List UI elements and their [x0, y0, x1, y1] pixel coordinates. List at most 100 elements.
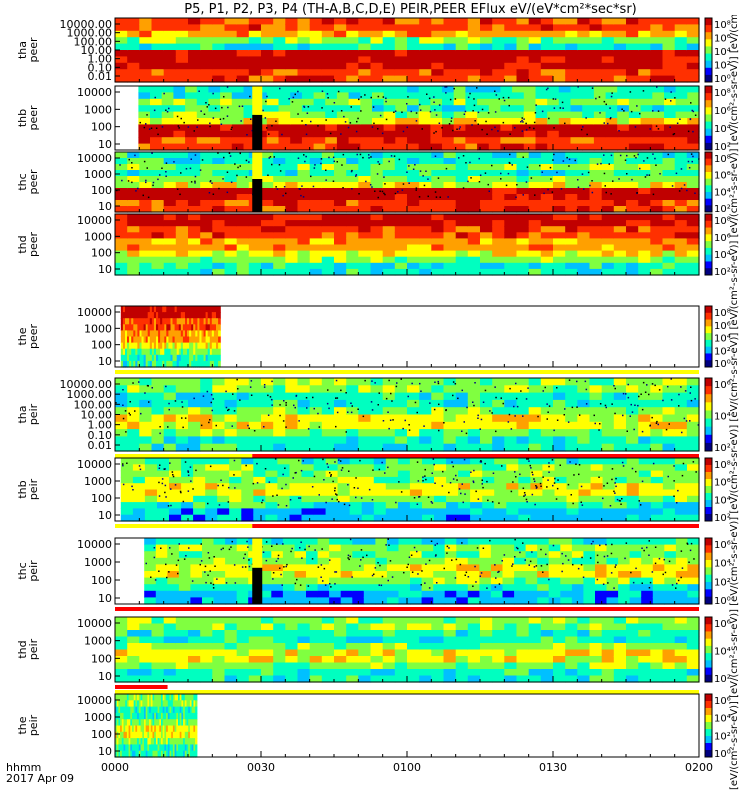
heatmap-cell	[370, 194, 384, 201]
heatmap-speckle	[491, 128, 493, 131]
heatmap-speckle	[312, 185, 315, 188]
heatmap-cell	[385, 476, 399, 484]
heatmap-speckle	[273, 156, 275, 158]
heatmap-cell	[161, 111, 174, 119]
heatmap-cell	[601, 232, 615, 239]
heatmap-cell	[139, 312, 143, 319]
heatmap-cell	[138, 111, 151, 119]
heatmap-cell	[540, 392, 554, 401]
heatmap-cell	[297, 443, 311, 452]
heatmap-cell	[674, 69, 688, 77]
heatmap-speckle	[152, 181, 155, 184]
heatmap-cell	[488, 105, 502, 113]
heatmap-speckle	[461, 389, 463, 392]
heatmap-cell	[346, 256, 359, 264]
heatmap-cell	[277, 502, 290, 509]
heatmap-cell	[419, 392, 432, 401]
heatmap-cell	[203, 342, 207, 350]
heatmap-speckle	[190, 480, 192, 482]
heatmap-cell	[139, 18, 153, 25]
heatmap-cell	[480, 429, 493, 437]
heatmap-cell	[443, 30, 457, 38]
heatmap-cell	[203, 318, 207, 325]
heatmap-speckle	[271, 404, 273, 406]
heatmap-cell	[553, 30, 566, 38]
heatmap-cell	[224, 24, 238, 32]
heatmap-cell	[382, 232, 396, 239]
heatmap-cell	[147, 360, 151, 368]
heatmap-speckle	[424, 468, 426, 471]
heatmap-cell	[182, 360, 186, 368]
heatmap-cell	[191, 354, 194, 362]
heatmap-cell	[144, 502, 158, 509]
heatmap-cell	[321, 443, 335, 452]
heatmap-cell	[516, 56, 530, 64]
heatmap-cell	[407, 69, 420, 77]
heatmap-speckle	[438, 104, 441, 106]
heatmap-speckle	[477, 417, 479, 419]
heatmap-cell	[686, 250, 700, 258]
heatmap-cell	[151, 324, 155, 331]
heatmap-cell	[163, 250, 177, 258]
heatmap-cell	[382, 75, 396, 83]
heatmap-cell	[127, 306, 130, 313]
heatmap-cell	[626, 18, 639, 25]
heatmap-cell	[434, 489, 447, 497]
heatmap-cell	[443, 421, 457, 430]
colorbar-segment	[705, 128, 712, 137]
heatmap-speckle	[295, 471, 297, 474]
heatmap-cell	[156, 312, 159, 319]
heatmap-cell	[164, 354, 167, 362]
heatmap-speckle	[658, 389, 661, 391]
heatmap-speckle	[159, 432, 161, 435]
heatmap-cell	[135, 348, 138, 356]
heatmap-cell	[200, 18, 213, 25]
heatmap-cell	[306, 564, 319, 572]
heatmap-cell	[162, 318, 165, 325]
heatmap-speckle	[318, 426, 321, 428]
heatmap-cell	[593, 92, 607, 100]
heatmap-cell	[492, 385, 505, 394]
heatmap-cell	[115, 50, 128, 57]
heatmap-cell	[271, 544, 284, 552]
colorbar-segment	[705, 220, 712, 229]
heatmap-cell	[217, 470, 230, 478]
heatmap-cell	[504, 392, 518, 401]
heatmap-speckle	[263, 386, 266, 388]
heatmap-cell	[687, 118, 700, 125]
heatmap-cell	[200, 429, 213, 437]
heatmap-cell	[196, 130, 210, 138]
heatmap-cell	[638, 188, 651, 195]
heatmap-cell	[155, 544, 168, 552]
heatmap-cell	[161, 86, 174, 93]
heatmap-speckle	[165, 385, 167, 388]
heatmap-cell	[638, 508, 652, 516]
heatmap-cell	[261, 250, 274, 258]
heatmap-cell	[137, 348, 141, 356]
heatmap-speckle	[372, 469, 374, 471]
heatmap-cell	[188, 194, 201, 201]
heatmap-cell	[218, 330, 221, 338]
heatmap-cell	[419, 385, 432, 394]
heatmap-cell	[220, 124, 233, 132]
heatmap-speckle	[622, 392, 625, 395]
heatmap-cell	[358, 407, 372, 416]
heatmap-cell	[120, 354, 124, 362]
heatmap-speckle	[176, 188, 179, 190]
heatmap-speckle	[553, 107, 556, 109]
heatmap-cell	[306, 597, 319, 605]
heatmap-cell	[205, 476, 218, 484]
heatmap-cell	[589, 385, 603, 394]
heatmap-cell	[200, 399, 213, 408]
heatmap-cell	[361, 502, 375, 509]
heatmap-cell	[601, 200, 615, 207]
heatmap-cell	[613, 50, 627, 57]
heatmap-cell	[558, 124, 572, 132]
heatmap-speckle	[312, 396, 314, 399]
heatmap-speckle	[491, 164, 493, 167]
heatmap-cell	[601, 206, 615, 213]
heatmap-speckle	[480, 461, 482, 463]
heatmap-cell	[382, 206, 396, 213]
heatmap-cell	[163, 188, 177, 195]
heatmap-cell	[455, 152, 469, 159]
